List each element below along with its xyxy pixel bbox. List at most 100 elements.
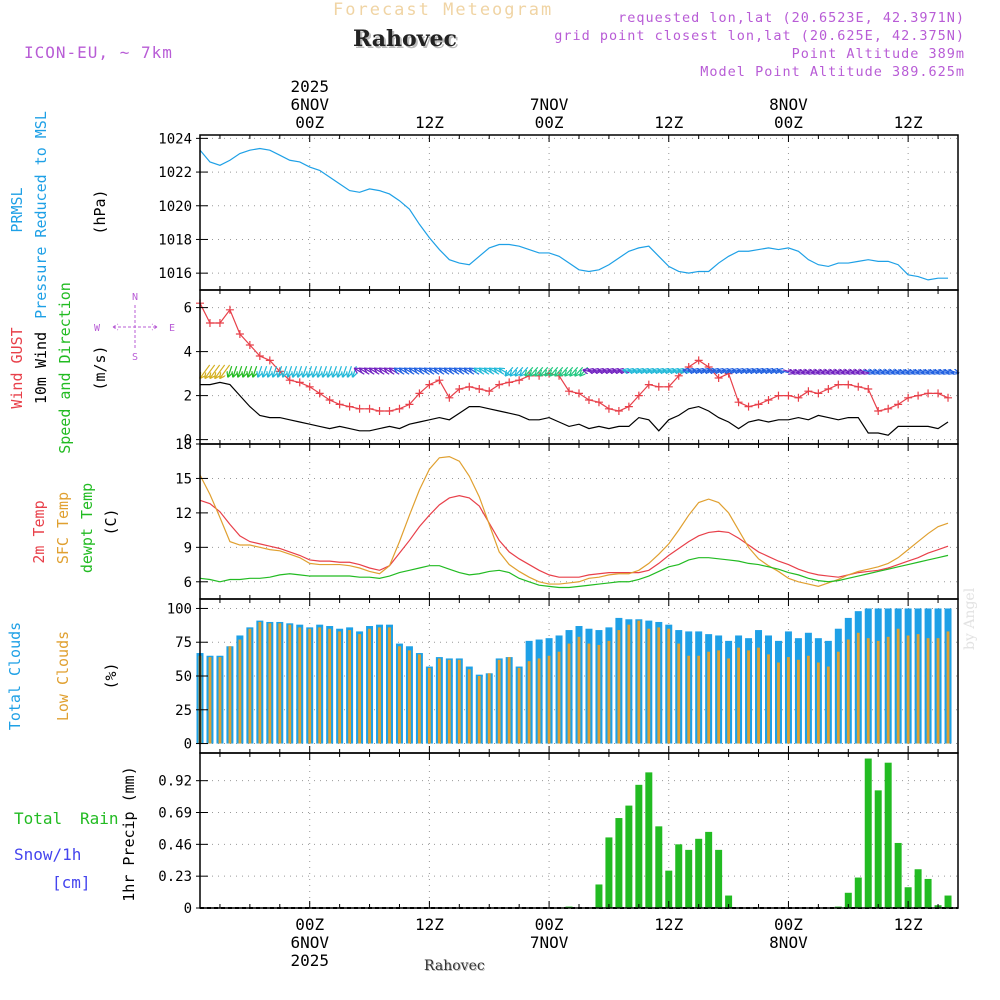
cloud-low-bar — [378, 627, 381, 744]
gust-marker — [884, 404, 893, 413]
cloud-low-bar — [288, 624, 292, 744]
cloud-low-bar — [447, 659, 451, 744]
wind-arrow — [847, 370, 859, 373]
wind-arrow — [333, 366, 337, 376]
y-tick-label: 1016 — [158, 266, 192, 282]
wind-arrow — [807, 370, 819, 373]
cloud-low-bar — [487, 673, 491, 744]
precip-bar — [615, 818, 623, 908]
pressure-label-1: PRMSL — [8, 187, 26, 232]
y-tick-label: 1022 — [158, 165, 192, 181]
time-label-top: 8NOV — [769, 95, 808, 114]
wind-arrow — [832, 370, 844, 373]
gust-marker — [515, 376, 524, 385]
wind-arrow — [200, 364, 211, 378]
gust-marker — [774, 391, 783, 400]
wind-arrow — [313, 366, 317, 376]
y-tick-label: 6 — [184, 575, 192, 591]
wind-arrow — [308, 366, 312, 376]
panel-frame-wind — [199, 289, 959, 445]
cloud-low-bar — [856, 632, 860, 744]
wind-arrow — [892, 370, 904, 373]
cloud-low-bar — [846, 639, 850, 744]
gust-marker — [634, 391, 643, 400]
gust-marker — [624, 402, 633, 411]
time-label-top: 12Z — [654, 113, 683, 132]
gust-marker — [644, 380, 653, 389]
gust-marker — [864, 385, 873, 393]
cloud-low-bar — [408, 650, 411, 744]
precip-bar — [705, 831, 713, 908]
y-tick-label: 25 — [175, 703, 192, 719]
wind-arrow — [263, 366, 267, 376]
cloud-low-bar — [527, 661, 531, 744]
gust-marker — [565, 387, 574, 396]
precip-bar — [894, 842, 902, 908]
gust-marker — [215, 319, 224, 327]
cloud-low-bar — [418, 654, 421, 744]
time-label-top: 7NOV — [530, 95, 569, 114]
cloud-low-bar — [657, 627, 661, 744]
wind-label-3-text: Speed and Direction — [56, 282, 74, 454]
precip-bar — [854, 877, 862, 908]
wind-arrow — [927, 370, 939, 373]
gust-marker — [614, 407, 623, 415]
gust-marker — [255, 352, 264, 360]
panel-frame-pressure — [199, 134, 959, 291]
wind-arrow — [395, 369, 405, 375]
precip-bar — [685, 849, 693, 908]
cloud-low-bar — [517, 667, 521, 744]
precip-bar — [625, 805, 633, 908]
gust-marker — [824, 385, 833, 393]
y-tick-label: 100 — [167, 601, 192, 617]
cloud-low-bar — [497, 659, 501, 744]
compass-icon — [112, 305, 158, 350]
gust-marker — [505, 378, 514, 387]
precip-bar — [944, 895, 952, 908]
y-tick-label: 0.23 — [158, 869, 192, 885]
cloud-low-bar — [587, 643, 591, 744]
cloud-low-bar — [248, 628, 252, 744]
cloud-low-bar — [826, 666, 830, 744]
temp-label-1-text: 2m Temp — [30, 500, 48, 563]
wind-arrow — [430, 369, 440, 375]
y-tick-label: 0 — [184, 901, 192, 917]
y-tick-label: 0.46 — [158, 837, 192, 853]
wind-arrow — [205, 364, 216, 378]
precip-bar — [864, 758, 872, 908]
wind-arrow — [802, 370, 814, 373]
cloud-low-bar — [916, 634, 920, 744]
precip-bar — [715, 849, 723, 908]
temp-label-3-text: dewpt Temp — [78, 483, 96, 573]
cloud-low-bar — [338, 631, 342, 744]
gust-marker — [594, 398, 603, 407]
cloud-low-bar — [747, 650, 750, 744]
cloud-low-bar — [637, 620, 641, 744]
y-tick-label: 75 — [175, 635, 192, 651]
gust-marker — [205, 319, 214, 327]
precip-bar — [675, 844, 683, 908]
wind-arrow — [470, 369, 480, 375]
gust-marker — [315, 389, 324, 398]
wind-arrow — [882, 370, 894, 373]
gust-marker — [455, 385, 464, 393]
compass-w: W — [94, 323, 101, 334]
wind-arrow — [490, 369, 500, 375]
cloud-low-bar — [906, 635, 910, 744]
gust-marker — [345, 402, 354, 411]
wind-arrow — [390, 369, 400, 375]
gust-marker — [604, 404, 613, 413]
time-label-top: 00Z — [774, 113, 803, 132]
gust-marker — [235, 330, 244, 338]
time-label-bottom: 12Z — [894, 915, 923, 934]
gust-marker — [325, 396, 334, 404]
cloud-low-bar — [318, 627, 322, 744]
wind-arrow — [852, 370, 864, 373]
cloud-low-bar — [547, 655, 551, 744]
precip-bar — [924, 878, 932, 908]
cloud-low-bar — [806, 655, 810, 744]
cloud-low-bar — [477, 676, 481, 744]
cloud-low-bar — [358, 634, 361, 744]
pressure-unit: (hPa) — [91, 189, 109, 234]
